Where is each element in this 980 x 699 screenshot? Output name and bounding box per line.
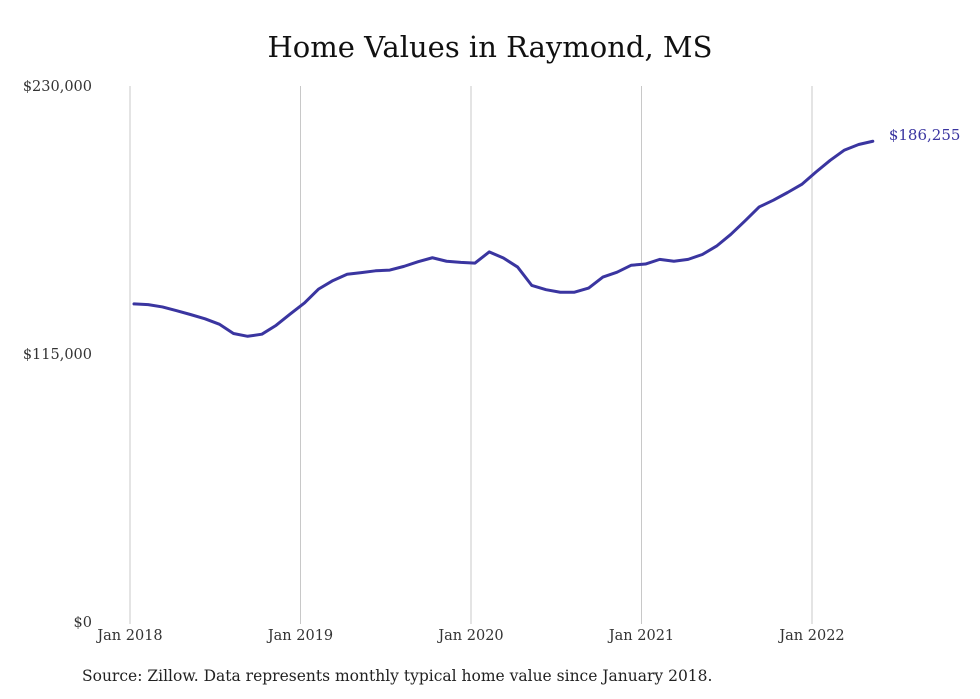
x-tick-label: Jan 2018 [95, 628, 162, 644]
x-tick-label: Jan 2020 [436, 628, 503, 644]
series-line [132, 139, 875, 338]
y-tick-label: $230,000 [23, 79, 92, 95]
source-note: Source: Zillow. Data represents monthly … [82, 667, 713, 685]
grid-lines [129, 86, 813, 624]
y-tick-label: $0 [74, 615, 92, 631]
chart-title: Home Values in Raymond, MS [267, 30, 713, 64]
series-layer: $186,255 [132, 126, 961, 338]
x-tick-label: Jan 2022 [777, 628, 844, 644]
x-tick-label: Jan 2021 [607, 628, 674, 644]
axis-labels: Jan 2018 Jan 2019 Jan 2020 Jan 2021 Jan 2022… [23, 79, 845, 644]
y-tick-label: $115,000 [23, 347, 92, 363]
end-value-label: $186,255 [889, 126, 961, 144]
x-tick-label: Jan 2019 [266, 628, 333, 644]
